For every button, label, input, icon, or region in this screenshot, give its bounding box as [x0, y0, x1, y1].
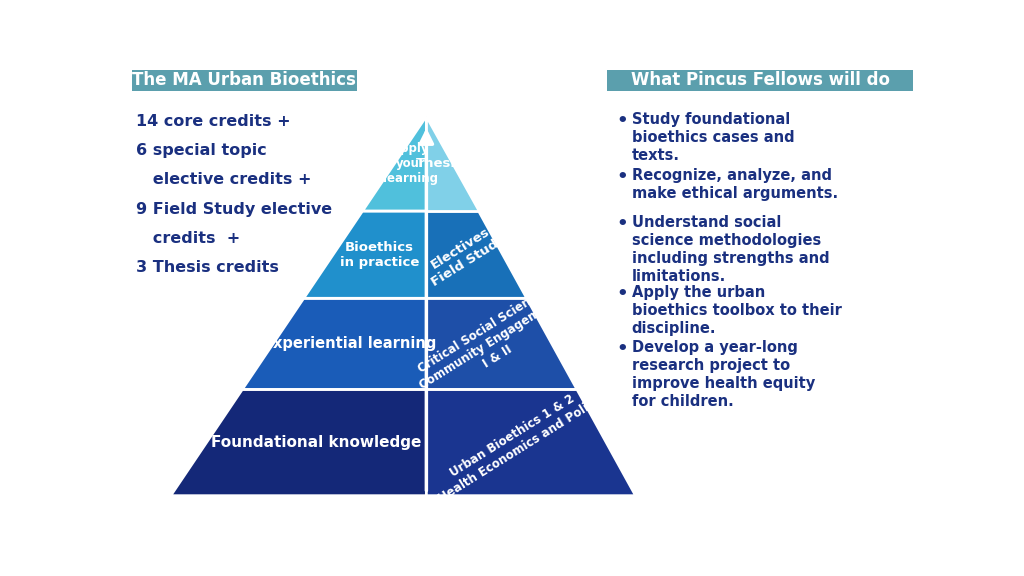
- Text: Study foundational
bioethics cases and
texts.: Study foundational bioethics cases and t…: [632, 112, 795, 163]
- Text: Thesis: Thesis: [416, 157, 464, 170]
- Text: Apply
your
learning: Apply your learning: [383, 142, 438, 185]
- Text: •: •: [616, 340, 628, 358]
- Text: •: •: [616, 168, 628, 185]
- Text: elective credits +: elective credits +: [136, 172, 311, 187]
- Text: Bioethics
in practice: Bioethics in practice: [340, 241, 420, 268]
- Polygon shape: [171, 389, 426, 496]
- Polygon shape: [303, 211, 426, 298]
- Text: Develop a year-long
research project to
improve health equity
for children.: Develop a year-long research project to …: [632, 340, 815, 409]
- Polygon shape: [243, 298, 426, 389]
- Text: 14 core credits +: 14 core credits +: [136, 114, 291, 129]
- Text: Apply the urban
bioethics toolbox to their
discipline.: Apply the urban bioethics toolbox to the…: [632, 285, 842, 336]
- Polygon shape: [426, 298, 578, 389]
- Text: Foundational knowledge: Foundational knowledge: [211, 435, 422, 450]
- Text: Understand social
science methodologies
including strengths and
limitations.: Understand social science methodologies …: [632, 215, 829, 285]
- FancyBboxPatch shape: [132, 70, 356, 90]
- Text: •: •: [616, 285, 628, 303]
- Polygon shape: [426, 389, 636, 496]
- Text: Experiential learning: Experiential learning: [263, 336, 436, 351]
- Text: Electives
Field Study: Electives Field Study: [421, 220, 508, 289]
- Text: 9 Field Study elective: 9 Field Study elective: [136, 202, 332, 217]
- Polygon shape: [426, 116, 478, 211]
- Text: credits  +: credits +: [136, 231, 240, 246]
- Text: •: •: [616, 112, 628, 130]
- Polygon shape: [362, 116, 426, 211]
- Text: What Pincus Fellows will do: What Pincus Fellows will do: [631, 71, 890, 89]
- Text: The MA Urban Bioethics: The MA Urban Bioethics: [132, 71, 356, 89]
- Text: •: •: [616, 215, 628, 233]
- FancyBboxPatch shape: [607, 70, 913, 90]
- Polygon shape: [426, 211, 526, 298]
- Text: 3 Thesis credits: 3 Thesis credits: [136, 260, 279, 275]
- Text: 6 special topic: 6 special topic: [136, 143, 266, 158]
- Text: Urban Bioethics 1 & 2
Health Economics and Policy: Urban Bioethics 1 & 2 Health Economics a…: [428, 380, 604, 505]
- Text: Recognize, analyze, and
make ethical arguments.: Recognize, analyze, and make ethical arg…: [632, 168, 838, 200]
- Text: Critical Social Science
Community Engagement
I & II: Critical Social Science Community Engage…: [409, 283, 569, 405]
